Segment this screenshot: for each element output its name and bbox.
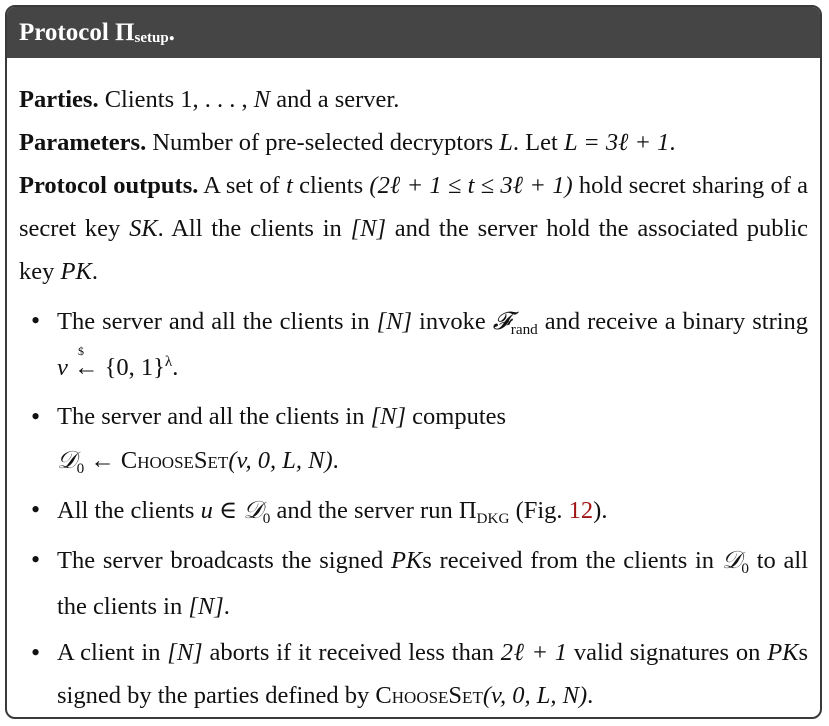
- step-5-text-c: valid signatures on: [573, 639, 761, 666]
- step-5-text-b: aborts if it received less than: [209, 639, 494, 666]
- step-4-end: .: [223, 593, 230, 620]
- step-3-d: 𝒟: [243, 495, 263, 524]
- step-3-d-sub: 0: [262, 510, 271, 528]
- step-2-args: (v, 0, L, N): [228, 447, 333, 474]
- step-4-d-sub: 0: [741, 560, 749, 578]
- step-5: A client in [N] aborts if it received le…: [19, 631, 808, 717]
- parameters-l: L: [499, 129, 513, 156]
- step-1-text-a: The server and all the clients in: [57, 308, 370, 335]
- step-3-text-a: All the clients: [57, 497, 195, 524]
- outputs-paragraph: Protocol outputs. A set of t clients (2ℓ…: [19, 164, 808, 293]
- parties-pre: Clients 1,: [104, 86, 199, 113]
- step-3-u: u ∈: [200, 497, 238, 524]
- step-1-n: [N]: [376, 308, 413, 335]
- step-2-text-b: computes: [412, 403, 507, 430]
- step-2-arrow: ←: [90, 447, 115, 474]
- step-1-v: v: [57, 354, 68, 381]
- protocol-steps: The server and all the clients in [N] in…: [19, 299, 808, 717]
- step-5-threshold: 2ℓ + 1: [500, 639, 568, 666]
- step-3-fig: (Fig.: [515, 497, 563, 524]
- step-4-text-c: to all the clients in: [57, 547, 809, 620]
- protocol-content: Parties. Clients 1, . . . , N and a serv…: [7, 58, 820, 717]
- step-3-pi-sub: DKG: [476, 510, 510, 528]
- step-1-text-c: and receive a binary string: [544, 308, 809, 335]
- outputs-t4: . All the clients in: [157, 215, 342, 242]
- step-2-end: .: [332, 447, 339, 474]
- outputs-pk: PK: [60, 258, 92, 285]
- sample-arrow: ←: [74, 354, 99, 381]
- step-4-text-b: s received from the clients in: [422, 547, 715, 574]
- step-3-text-b: and the server run: [276, 497, 453, 524]
- sample-dollar: $: [78, 344, 84, 358]
- step-2: The server and all the clients in [N] co…: [19, 395, 808, 485]
- parties-n: N: [253, 86, 271, 113]
- figure-ref-link[interactable]: 12: [568, 497, 594, 524]
- outputs-range: (2ℓ + 1 ≤ t ≤ 3ℓ + 1): [369, 172, 573, 199]
- step-2-n: [N]: [370, 403, 407, 430]
- step-2-function: ChooseSet: [120, 447, 229, 474]
- outputs-t5: and the server hold the associated publi…: [19, 215, 809, 285]
- parameters-mid: . Let: [512, 129, 558, 156]
- outputs-n: [N]: [350, 215, 386, 242]
- outputs-label: Protocol outputs.: [19, 172, 199, 199]
- step-4-text-a: The server broadcasts the signed: [57, 547, 384, 574]
- step-1-end: .: [172, 354, 179, 381]
- parties-paragraph: Parties. Clients 1, . . . , N and a serv…: [19, 78, 808, 121]
- outputs-t6: .: [91, 258, 98, 285]
- outputs-sk: SK: [129, 215, 158, 242]
- step-3-pi: Π: [458, 497, 477, 524]
- header-title: Protocol Π: [19, 18, 135, 46]
- parties-dots: . . . ,: [204, 86, 248, 113]
- step-5-text-a: A client in: [57, 639, 161, 666]
- outputs-t1: A set of: [203, 172, 280, 199]
- step-1-functionality: 𝓕: [492, 306, 511, 335]
- parties-post: and a server.: [276, 86, 400, 113]
- step-4-n: [N]: [188, 593, 224, 620]
- parameters-equation: L = 3ℓ + 1: [563, 129, 670, 156]
- outputs-t3: hold secret sharing of a secret key: [19, 172, 809, 242]
- step-1: The server and all the clients in [N] in…: [19, 299, 808, 392]
- step-5-text-d: s signed by the parties defined by: [57, 639, 809, 709]
- step-5-end: .: [587, 682, 594, 709]
- step-4-d: 𝒟: [721, 545, 742, 574]
- step-5-pk: PK: [767, 639, 799, 666]
- outputs-t: t: [286, 172, 293, 199]
- step-5-args: (v, 0, L, N): [482, 682, 588, 709]
- step-1-set: {0, 1}: [104, 354, 165, 381]
- step-3: All the clients u ∈ 𝒟0 and the server ru…: [19, 488, 808, 535]
- parameters-label: Parameters.: [19, 129, 147, 156]
- step-3-end: ).: [593, 497, 608, 524]
- parameters-paragraph: Parameters. Number of pre-selected decry…: [19, 121, 808, 164]
- step-2-text-a: The server and all the clients in: [57, 403, 365, 430]
- step-1-functionality-sub: rand: [510, 321, 538, 339]
- header-period: .: [168, 18, 175, 46]
- step-2-d-sub: 0: [76, 460, 85, 478]
- parameters-end: .: [669, 129, 676, 156]
- outputs-t2: clients: [299, 172, 364, 199]
- step-4: The server broadcasts the signed PKs rec…: [19, 538, 808, 628]
- parties-label: Parties.: [19, 86, 99, 113]
- step-4-pk: PK: [390, 547, 423, 574]
- step-1-lambda: λ: [164, 352, 173, 370]
- header-subscript: setup: [134, 30, 169, 46]
- step-1-text-b: invoke: [419, 308, 486, 335]
- step-5-function: ChooseSet: [375, 682, 483, 709]
- step-2-d: 𝒟: [57, 445, 77, 474]
- sample-arrow-icon: $ ←: [74, 344, 99, 389]
- parameters-text: Number of pre-selected decryptors: [152, 129, 494, 156]
- step-5-n: [N]: [167, 639, 203, 666]
